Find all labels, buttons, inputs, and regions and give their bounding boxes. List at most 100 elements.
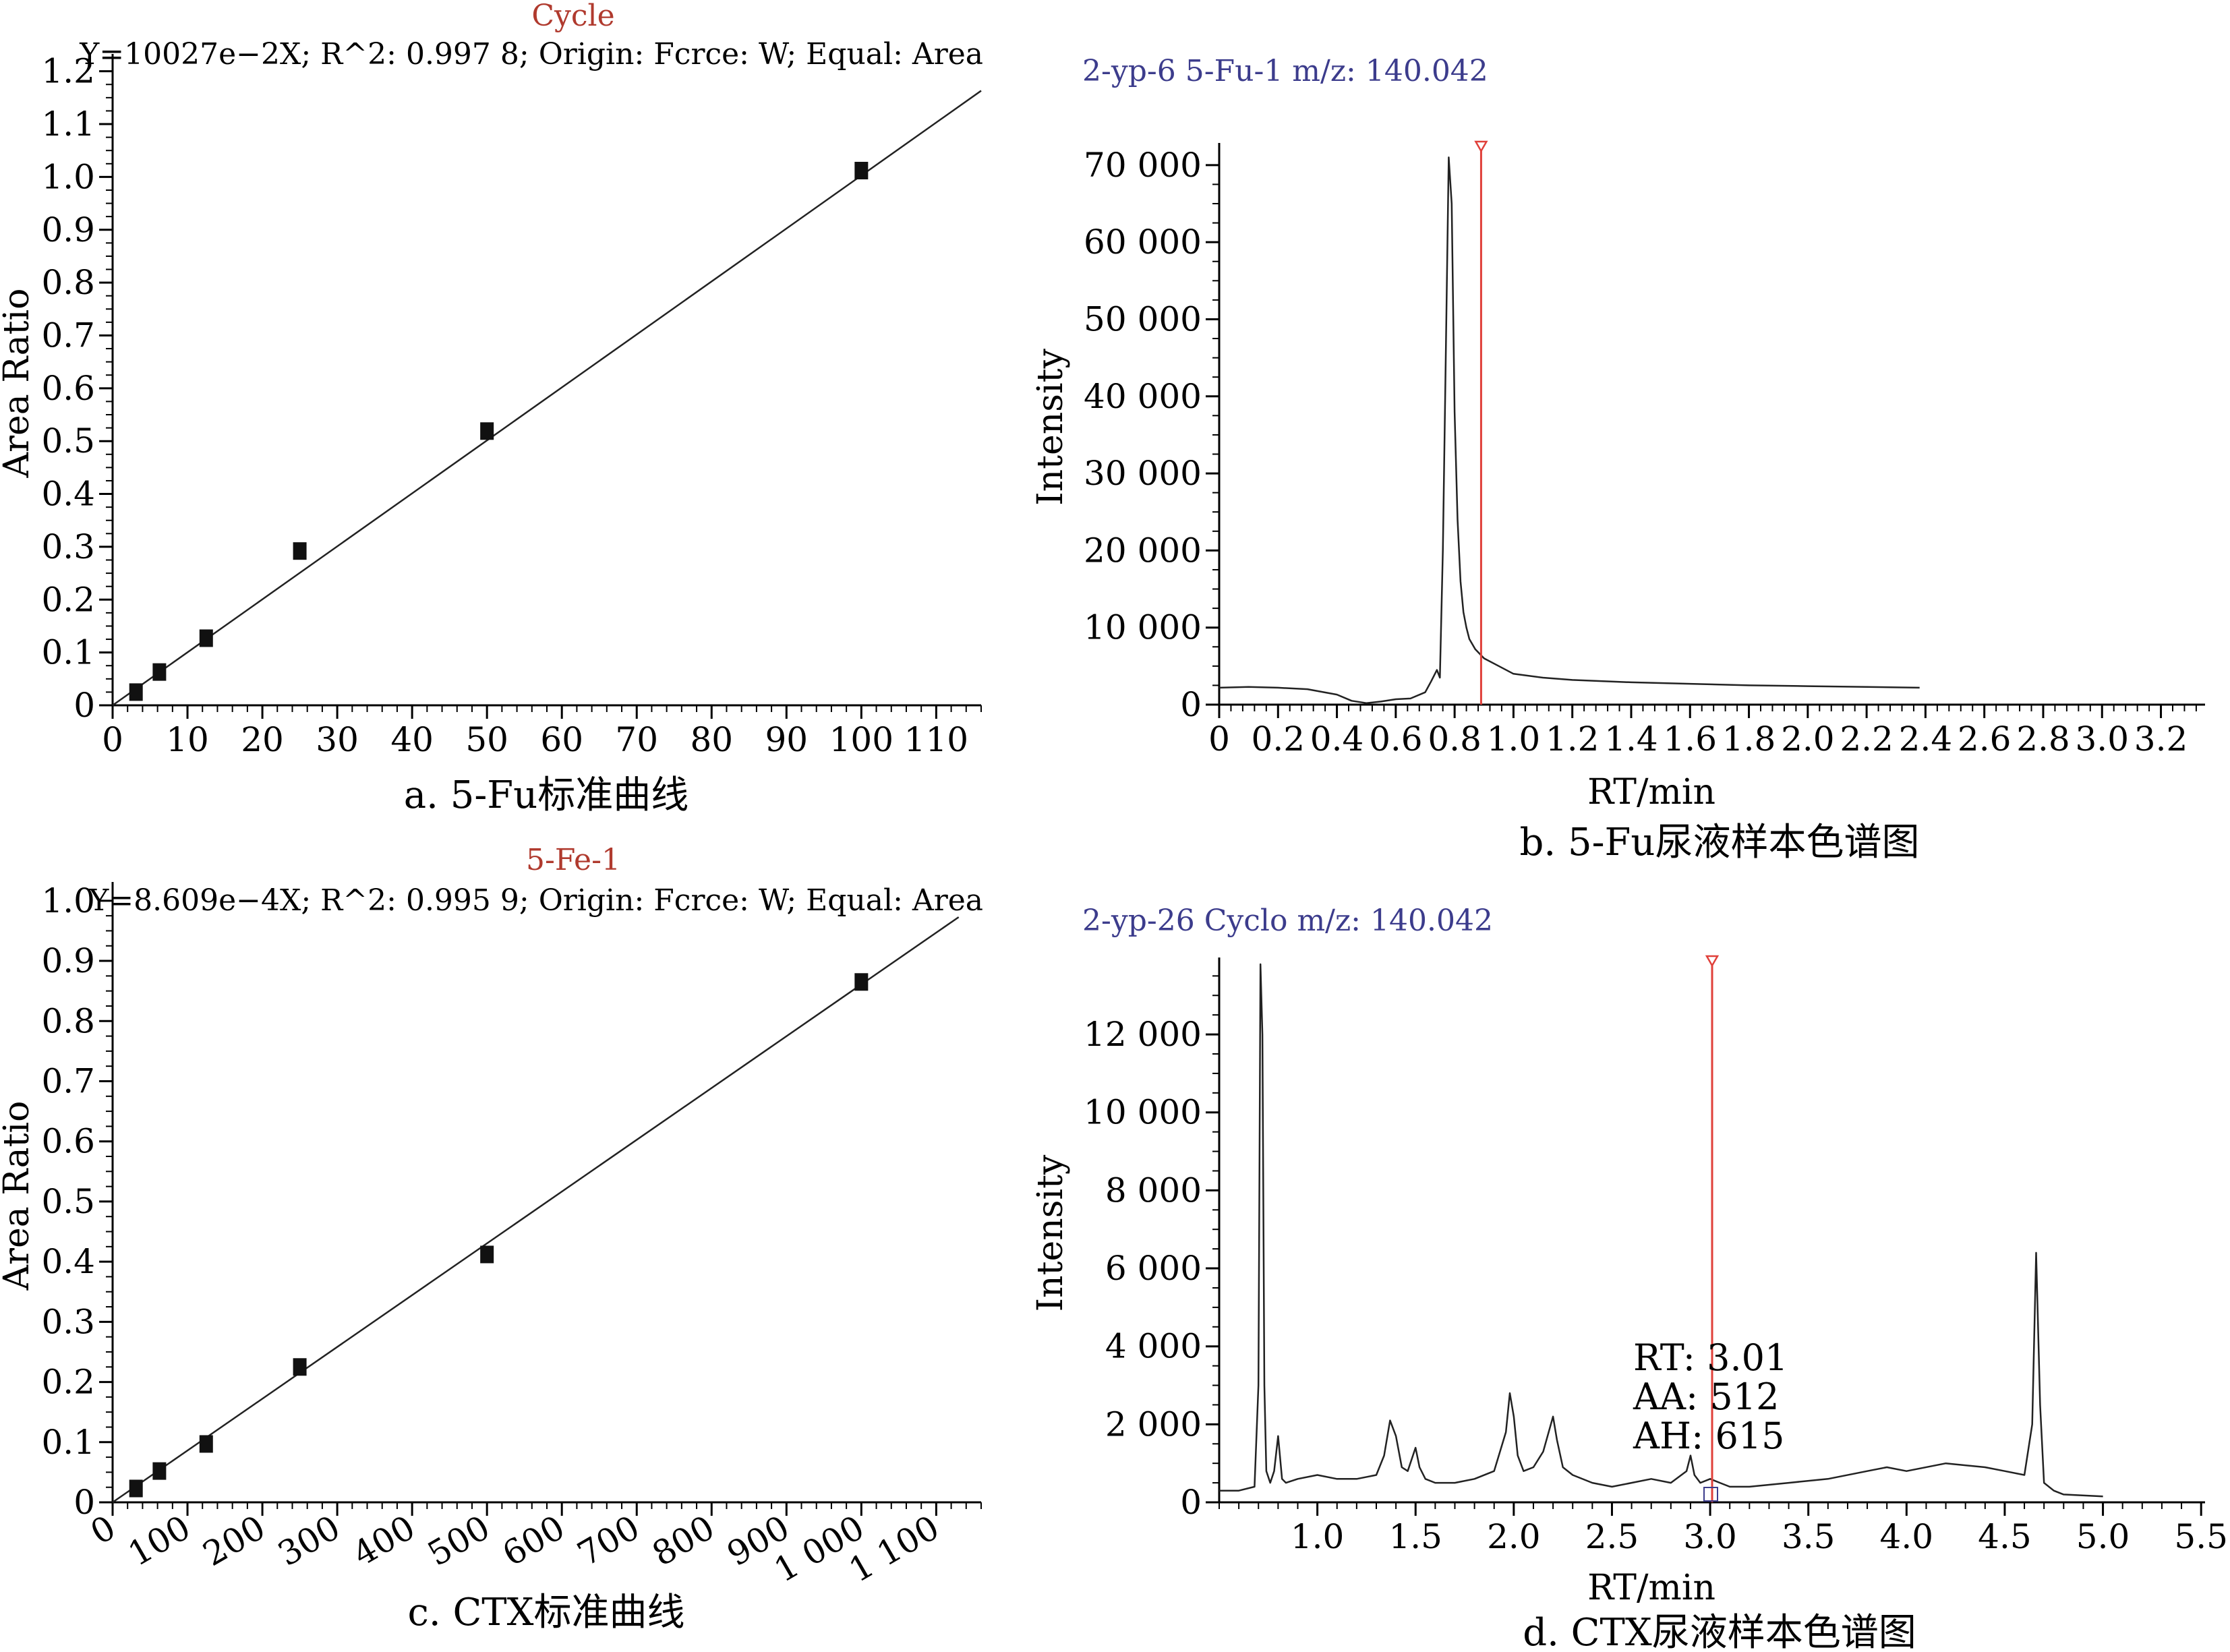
y-tick-label: 30 000	[1084, 454, 1202, 493]
figure-caption: c. CTX标准曲线	[407, 1591, 684, 1634]
y-tick-label: 1.2	[41, 52, 95, 91]
data-point	[854, 161, 869, 179]
y-tick-label: 0.2	[41, 580, 95, 619]
y-tick-label: 0.9	[41, 941, 95, 980]
y-axis-label: Area Ratio	[0, 1101, 37, 1291]
y-tick-label: 0.7	[41, 316, 95, 355]
y-tick-label: 1.0	[41, 881, 95, 920]
x-tick-label: 0.4	[1310, 719, 1364, 759]
chart-title: 5-Fe-1	[526, 843, 620, 877]
rt-marker-triangle	[1705, 955, 1720, 968]
panel-b: 0 0.2 0.4 0.6 0.8 1.0 1.2 1.4 1.6 1.8 2.0 2.2 2.4 2.6…	[1030, 54, 2205, 864]
x-tick-label: 2.2	[1840, 719, 1894, 759]
y-axis-label: Intensity	[1030, 1154, 1071, 1311]
y-tick-label: 0.9	[41, 210, 95, 249]
data-point	[854, 973, 869, 991]
x-tick-label: 800	[646, 1508, 722, 1574]
y-tick-label: 0.5	[41, 1182, 95, 1221]
data-point	[480, 1245, 494, 1264]
y-tick-label: 0.3	[41, 1302, 95, 1341]
x-tick-label: 0.6	[1369, 719, 1423, 759]
x-tick-label: 700	[571, 1508, 647, 1574]
chart-subtitle: Y=8.609e−4X; R^2: 0.995 9; Origin: Fcrce…	[88, 883, 983, 918]
y-tick-label: 0.8	[41, 1001, 95, 1040]
y-tick-label: 10 000	[1084, 608, 1202, 647]
y-tick-label: 0.3	[41, 527, 95, 566]
data-point	[129, 683, 143, 701]
x-axis-label: RT/min	[1587, 1568, 1715, 1608]
y-tick-label: 0.2	[41, 1363, 95, 1402]
x-tick-label: 100	[829, 720, 893, 759]
x-tick-label: 100	[121, 1508, 197, 1574]
x-tick-label: 40	[390, 720, 434, 759]
chart-title: 2-yp-26 Cyclo m/z: 140.042	[1082, 904, 1493, 938]
x-tick-label: 1.8	[1722, 719, 1776, 759]
x-tick-label: 2.0	[1487, 1517, 1541, 1556]
x-tick-label: 4.0	[1880, 1517, 1934, 1556]
y-tick-label: 8 000	[1105, 1171, 1202, 1210]
chart-subtitle: Y=10027e−2X; R^2: 0.997 8; Origin: Fcrce…	[79, 37, 983, 71]
data-point	[152, 1462, 167, 1480]
x-tick-label: 0.2	[1252, 719, 1305, 759]
data-point	[199, 629, 213, 647]
chart-title: Cycle	[531, 0, 614, 33]
y-tick-label: 0.4	[41, 475, 95, 514]
data-point	[129, 1479, 143, 1498]
x-tick-label: 2.8	[2016, 719, 2070, 759]
rt-marker-triangle	[1474, 140, 1488, 153]
x-tick-label: 1.0	[1487, 719, 1541, 759]
panel-d: 1.0 1.5 2.0 2.5 3.0 3.5 4.0 4.5 5.0 5.5 0 2 000 4 00…	[1030, 904, 2228, 1652]
x-tick-label: 10	[166, 720, 209, 759]
x-tick-label: 400	[346, 1508, 421, 1574]
x-tick-label: 2.6	[1958, 719, 2012, 759]
x-tick-label: 3.0	[1683, 1517, 1737, 1556]
y-tick-label: 1.0	[41, 157, 95, 196]
x-axis-label: RT/min	[1587, 772, 1715, 813]
y-tick-label: 50 000	[1084, 299, 1202, 338]
y-tick-label: 20 000	[1084, 531, 1202, 570]
x-tick-label: 3.5	[1782, 1517, 1836, 1556]
y-tick-label: 0	[74, 686, 95, 725]
x-tick-label: 30	[316, 720, 359, 759]
y-tick-label: 0.6	[41, 369, 95, 408]
x-tick-label: 80	[690, 720, 733, 759]
y-tick-label: 70 000	[1084, 146, 1202, 185]
y-tick-label: 10 000	[1084, 1093, 1202, 1132]
x-tick-label: 50	[465, 720, 508, 759]
x-tick-label: 70	[615, 720, 658, 759]
integration-box	[1703, 1487, 1718, 1502]
figure-caption: d. CTX尿液样本色谱图	[1523, 1611, 1916, 1652]
x-tick-label: 2.4	[1899, 719, 1953, 759]
x-tick-label: 4.5	[1978, 1517, 2032, 1556]
y-tick-label: 12 000	[1084, 1015, 1202, 1054]
x-tick-label: 110	[904, 720, 968, 759]
x-tick-label: 600	[496, 1508, 572, 1574]
peak-annotation: AA: 512	[1633, 1376, 1779, 1418]
data-point	[152, 663, 167, 681]
x-tick-label: 1.6	[1664, 719, 1718, 759]
chart-title: 2-yp-6 5-Fu-1 m/z: 140.042	[1082, 54, 1488, 88]
x-tick-label: 90	[765, 720, 808, 759]
x-tick-label: 0	[1208, 719, 1230, 759]
y-tick-label: 0.7	[41, 1061, 95, 1100]
y-tick-label: 6 000	[1105, 1249, 1202, 1288]
x-tick-label: 3.2	[2134, 719, 2188, 759]
regression-line	[112, 90, 982, 707]
y-tick-label: 1.1	[41, 105, 95, 144]
y-tick-label: 0.1	[41, 1423, 95, 1462]
x-tick-label: 200	[196, 1508, 272, 1574]
data-point	[199, 1435, 213, 1453]
y-tick-label: 0.6	[41, 1122, 95, 1161]
y-tick-label: 0	[1180, 685, 1202, 724]
x-tick-label: 60	[540, 720, 583, 759]
y-tick-label: 60 000	[1084, 223, 1202, 262]
x-tick-label: 2.5	[1585, 1517, 1639, 1556]
y-tick-label: 0	[74, 1483, 95, 1522]
y-tick-label: 0.5	[41, 421, 95, 461]
data-point	[293, 542, 307, 560]
y-tick-label: 2 000	[1105, 1405, 1202, 1444]
x-tick-label: 500	[421, 1508, 497, 1574]
regression-line	[112, 916, 960, 1504]
